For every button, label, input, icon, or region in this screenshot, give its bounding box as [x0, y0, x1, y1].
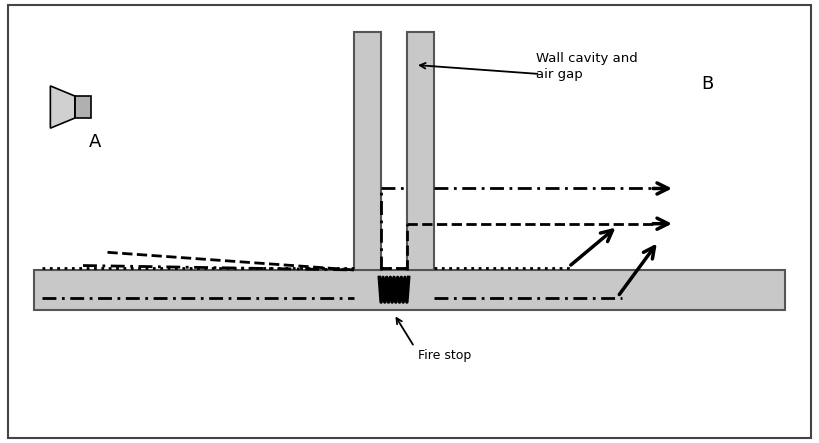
Polygon shape — [75, 96, 91, 118]
Text: A: A — [89, 132, 102, 151]
Text: Wall cavity and
air gap: Wall cavity and air gap — [536, 52, 638, 81]
Text: Fire stop: Fire stop — [419, 349, 472, 362]
Bar — [354, 32, 381, 270]
Text: B: B — [701, 75, 713, 93]
Bar — [34, 270, 785, 310]
Polygon shape — [50, 86, 75, 128]
Bar — [407, 32, 434, 270]
